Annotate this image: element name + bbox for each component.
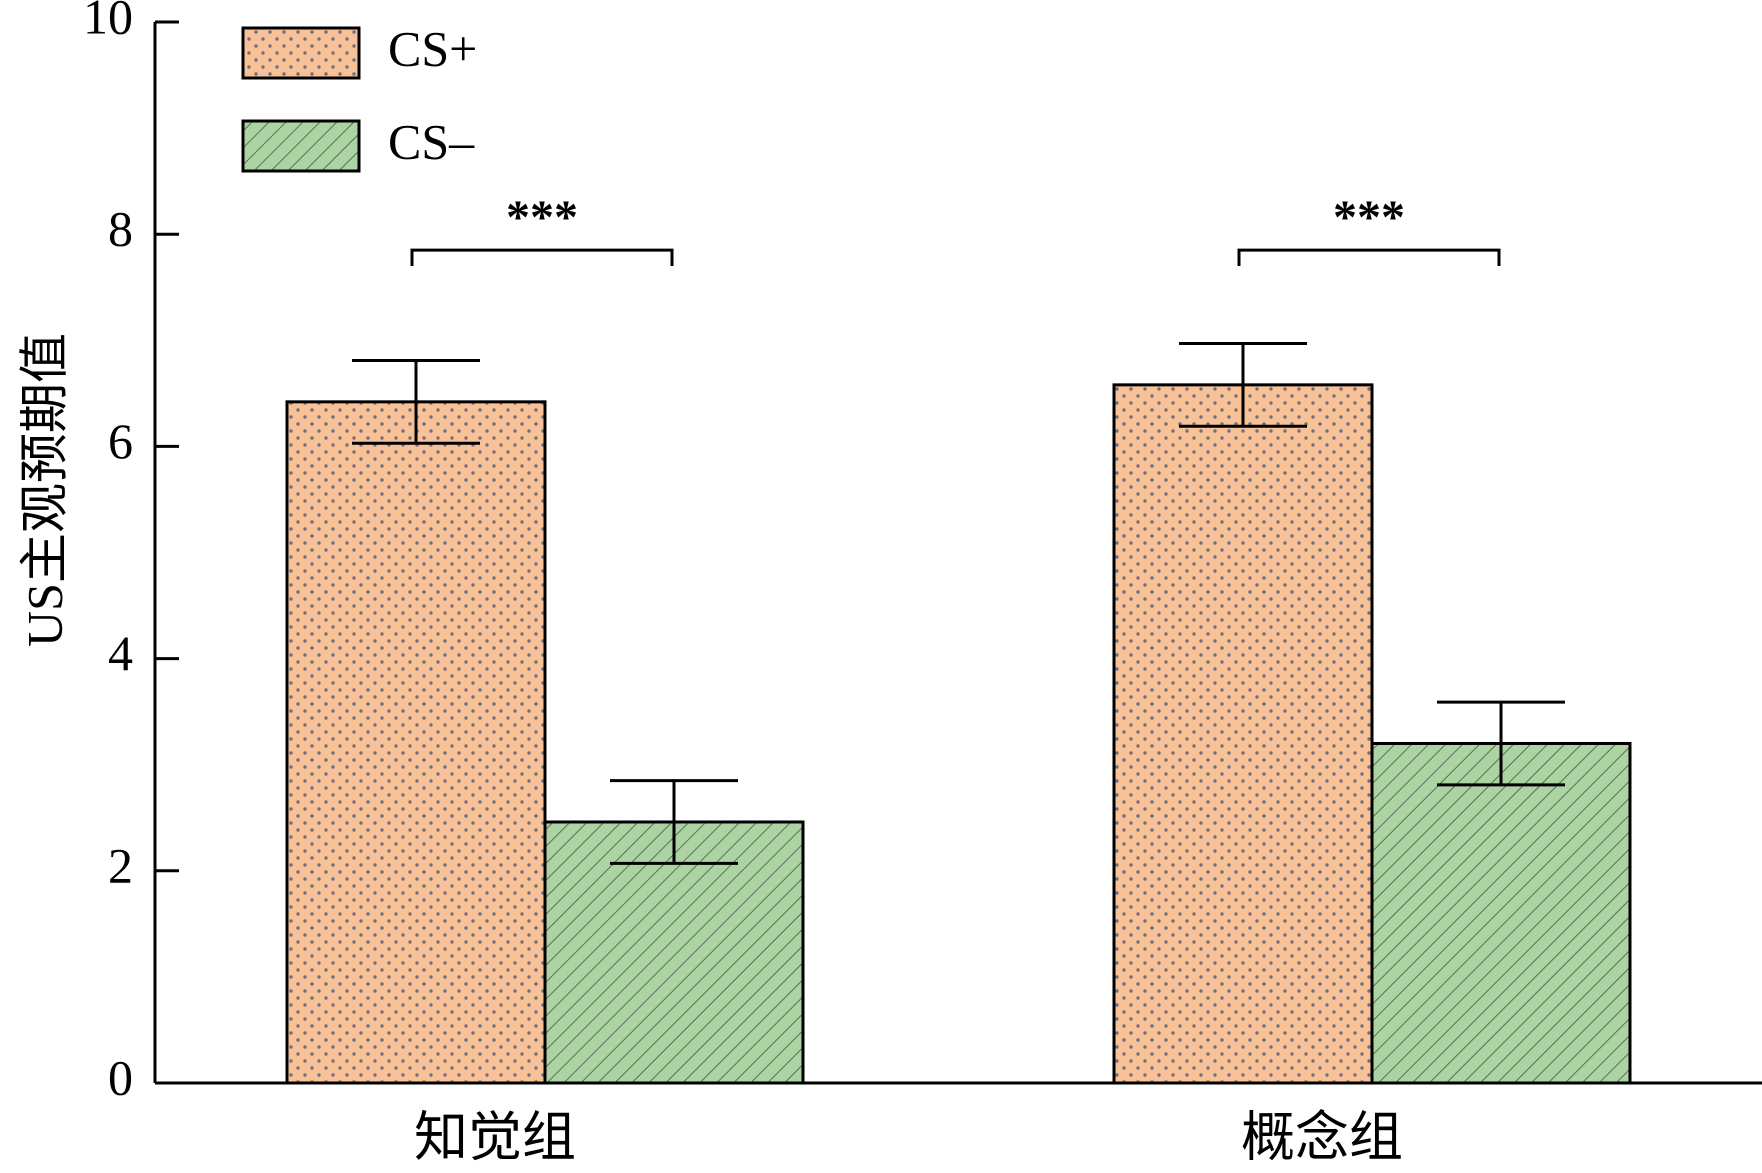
y-axis-title: US主观预期值 [16, 333, 72, 647]
significance-bracket [1237, 248, 1501, 267]
significance-label: *** [506, 191, 578, 244]
bar-cs-minus [543, 820, 805, 1085]
significance-bracket [410, 248, 674, 267]
bar-cs-plus [1112, 383, 1374, 1085]
y-tick-label: 8 [108, 201, 133, 257]
bars [285, 383, 1632, 1085]
x-category-label: 知觉组 [414, 1107, 576, 1167]
y-tick-label: 0 [108, 1049, 133, 1105]
y-tick-label: 4 [108, 625, 133, 681]
y-tick-label: 6 [108, 413, 133, 469]
bar-cs-plus [285, 400, 547, 1085]
y-tick-label: 2 [108, 837, 133, 893]
legend-label: CS+ [388, 20, 477, 76]
legend-label: CS– [388, 113, 475, 169]
x-axis: 知觉组 概念组 [155, 1081, 1762, 1167]
significance-annotations: *** *** [410, 191, 1501, 267]
x-category-label: 概念组 [1241, 1107, 1403, 1167]
y-tick-label: 10 [83, 0, 133, 44]
legend: CS+ CS– [241, 20, 477, 173]
error-bars [352, 341, 1565, 865]
y-axis: 0 2 4 6 8 10 [83, 0, 179, 1105]
legend-swatch [241, 119, 361, 173]
legend-swatch [241, 26, 361, 80]
significance-label: *** [1333, 191, 1405, 244]
bar-cs-minus [1370, 741, 1632, 1085]
